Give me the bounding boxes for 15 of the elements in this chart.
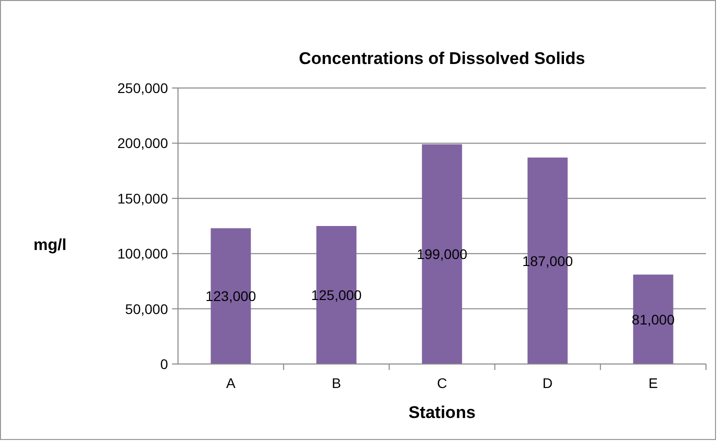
x-axis-title: Stations — [408, 403, 476, 422]
y-tick-label: 50,000 — [125, 300, 168, 317]
x-tick-label: C — [436, 375, 448, 391]
y-tick-label: 100,000 — [117, 246, 168, 262]
x-tick-label: D — [542, 375, 553, 391]
x-tick-label: B — [332, 375, 342, 391]
y-tick-label: 250,000 — [117, 80, 168, 96]
data-label: 199,000 — [416, 246, 468, 262]
y-axis-title: mg/l — [34, 237, 66, 254]
x-tick-label: E — [648, 375, 658, 391]
y-tick-label: 200,000 — [117, 135, 168, 152]
x-tick-label: A — [226, 375, 236, 391]
chart-title: Concentrations of Dissolved Solids — [298, 49, 586, 68]
y-tick-label: 150,000 — [117, 190, 168, 206]
y-tick-label: 0 — [160, 356, 168, 372]
